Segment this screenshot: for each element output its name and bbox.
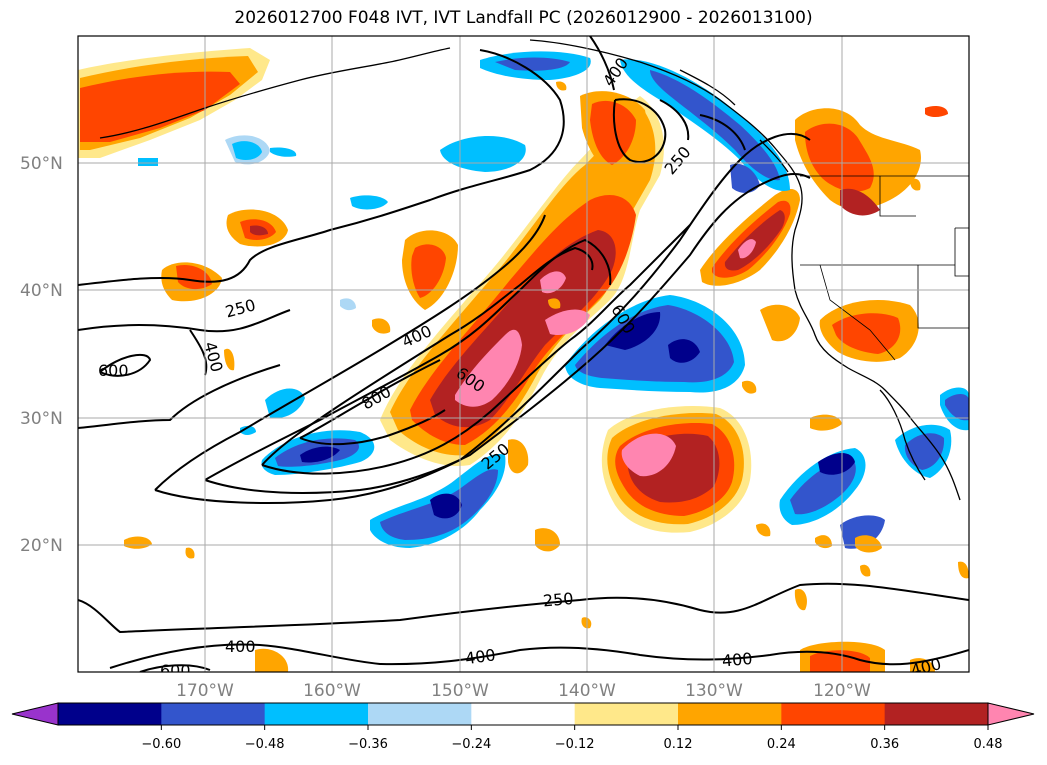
contour-label: 250	[542, 589, 574, 611]
lat-label: 40°N	[20, 281, 63, 301]
lon-label: 120°W	[813, 681, 871, 701]
colorbar-segment	[471, 703, 576, 725]
gridlines	[78, 36, 969, 672]
lon-label: 150°W	[431, 681, 489, 701]
colorbar-segment	[264, 703, 369, 725]
colorbar-tick-label: −0.12	[555, 737, 595, 752]
colorbar-tick-label: 0.48	[974, 737, 1003, 752]
borders	[800, 175, 969, 361]
colorbar-segment	[368, 703, 472, 725]
colorbar-extend-high	[987, 702, 1035, 726]
colorbar-outline	[57, 702, 989, 726]
lat-label: 20°N	[20, 536, 63, 556]
lat-labels: 50°N 40°N 30°N 20°N	[20, 154, 63, 556]
lat-label: 50°N	[20, 154, 63, 174]
ivt-contours	[78, 36, 969, 672]
colorbar-segment	[781, 703, 886, 725]
colorbar-tick-label: 0.12	[664, 737, 693, 752]
map-title: 2026012700 F048 IVT, IVT Landfall PC (20…	[234, 8, 813, 28]
lon-label: 130°W	[685, 681, 743, 701]
colorbar-segment	[678, 703, 782, 725]
colorbar-tick-label: −0.24	[451, 737, 491, 752]
colorbar: −0.60 −0.48 −0.36 −0.24 −0.12 0.12 0.24 0.36 0.4…	[11, 702, 1035, 752]
colorbar-tick-label: −0.48	[245, 737, 285, 752]
contour-label: 400	[225, 637, 256, 656]
colorbar-extend-low	[11, 702, 59, 726]
contour-label: 600	[98, 361, 129, 380]
contour-label: 400	[721, 649, 753, 671]
colorbar-segment	[58, 703, 162, 725]
colorbar-tick-label: 0.36	[870, 737, 899, 752]
colorbar-segment	[574, 703, 679, 725]
coastlines	[99, 39, 961, 501]
colorbar-tick-label: −0.60	[141, 737, 181, 752]
map-frame	[77, 35, 970, 673]
colorbar-tick-label: 0.24	[767, 737, 796, 752]
colorbar-segment	[161, 703, 266, 725]
lon-label: 170°W	[176, 681, 234, 701]
lon-labels: 170°W 160°W 150°W 140°W 130°W 120°W	[176, 681, 871, 701]
lon-label: 140°W	[558, 681, 616, 701]
colorbar-segment	[884, 703, 989, 725]
contour-label: 400	[464, 645, 497, 668]
lat-label: 30°N	[20, 409, 63, 429]
lon-label: 160°W	[303, 681, 361, 701]
contour-label: 600	[160, 661, 191, 680]
colorbar-tick-label: −0.36	[348, 737, 388, 752]
